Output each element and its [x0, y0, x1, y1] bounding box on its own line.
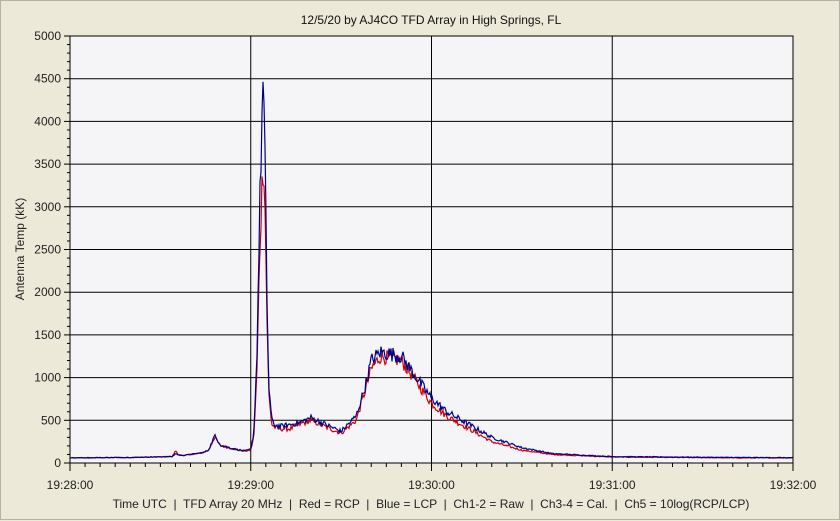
- y-tick-label: 2500: [34, 243, 61, 257]
- y-tick-label: 1000: [34, 371, 61, 385]
- y-axis-label: Antenna Temp (kK): [13, 198, 27, 301]
- y-tick-label: 5000: [34, 29, 61, 43]
- y-axis: 0 500 1000 1500 2000 2500 3000 3500 4000 4500 5000: [34, 29, 70, 470]
- y-tick-label: 3500: [34, 157, 61, 171]
- chart-title: 12/5/20 by AJ4CO TFD Array in High Sprin…: [301, 13, 562, 27]
- x-tick-label: 19:29:00: [227, 478, 274, 492]
- y-tick-label: 4000: [34, 114, 61, 128]
- grid-lines: [70, 36, 793, 463]
- y-tick-label: 4500: [34, 72, 61, 86]
- series-group: [69, 81, 794, 459]
- x-tick-label: 19:31:00: [589, 478, 636, 492]
- y-tick-label: 1500: [34, 328, 61, 342]
- x-tick-label: 19:30:00: [408, 478, 455, 492]
- y-tick-label: 3000: [34, 200, 61, 214]
- x-axis: 19:28:00 19:29:00 19:30:00 19:31:00 19:32:00: [47, 463, 817, 492]
- y-tick-label: 2000: [34, 285, 61, 299]
- y-tick-label: 500: [41, 413, 61, 427]
- series-line-lcp: [69, 81, 794, 459]
- y-tick-label: 0: [54, 456, 61, 470]
- plot-border: [69, 35, 794, 464]
- x-tick-label: 19:28:00: [47, 478, 94, 492]
- x-tick-label: 19:32:00: [770, 478, 817, 492]
- x-axis-label: Time UTC | TFD Array 20 MHz | Red = RCP …: [113, 497, 750, 511]
